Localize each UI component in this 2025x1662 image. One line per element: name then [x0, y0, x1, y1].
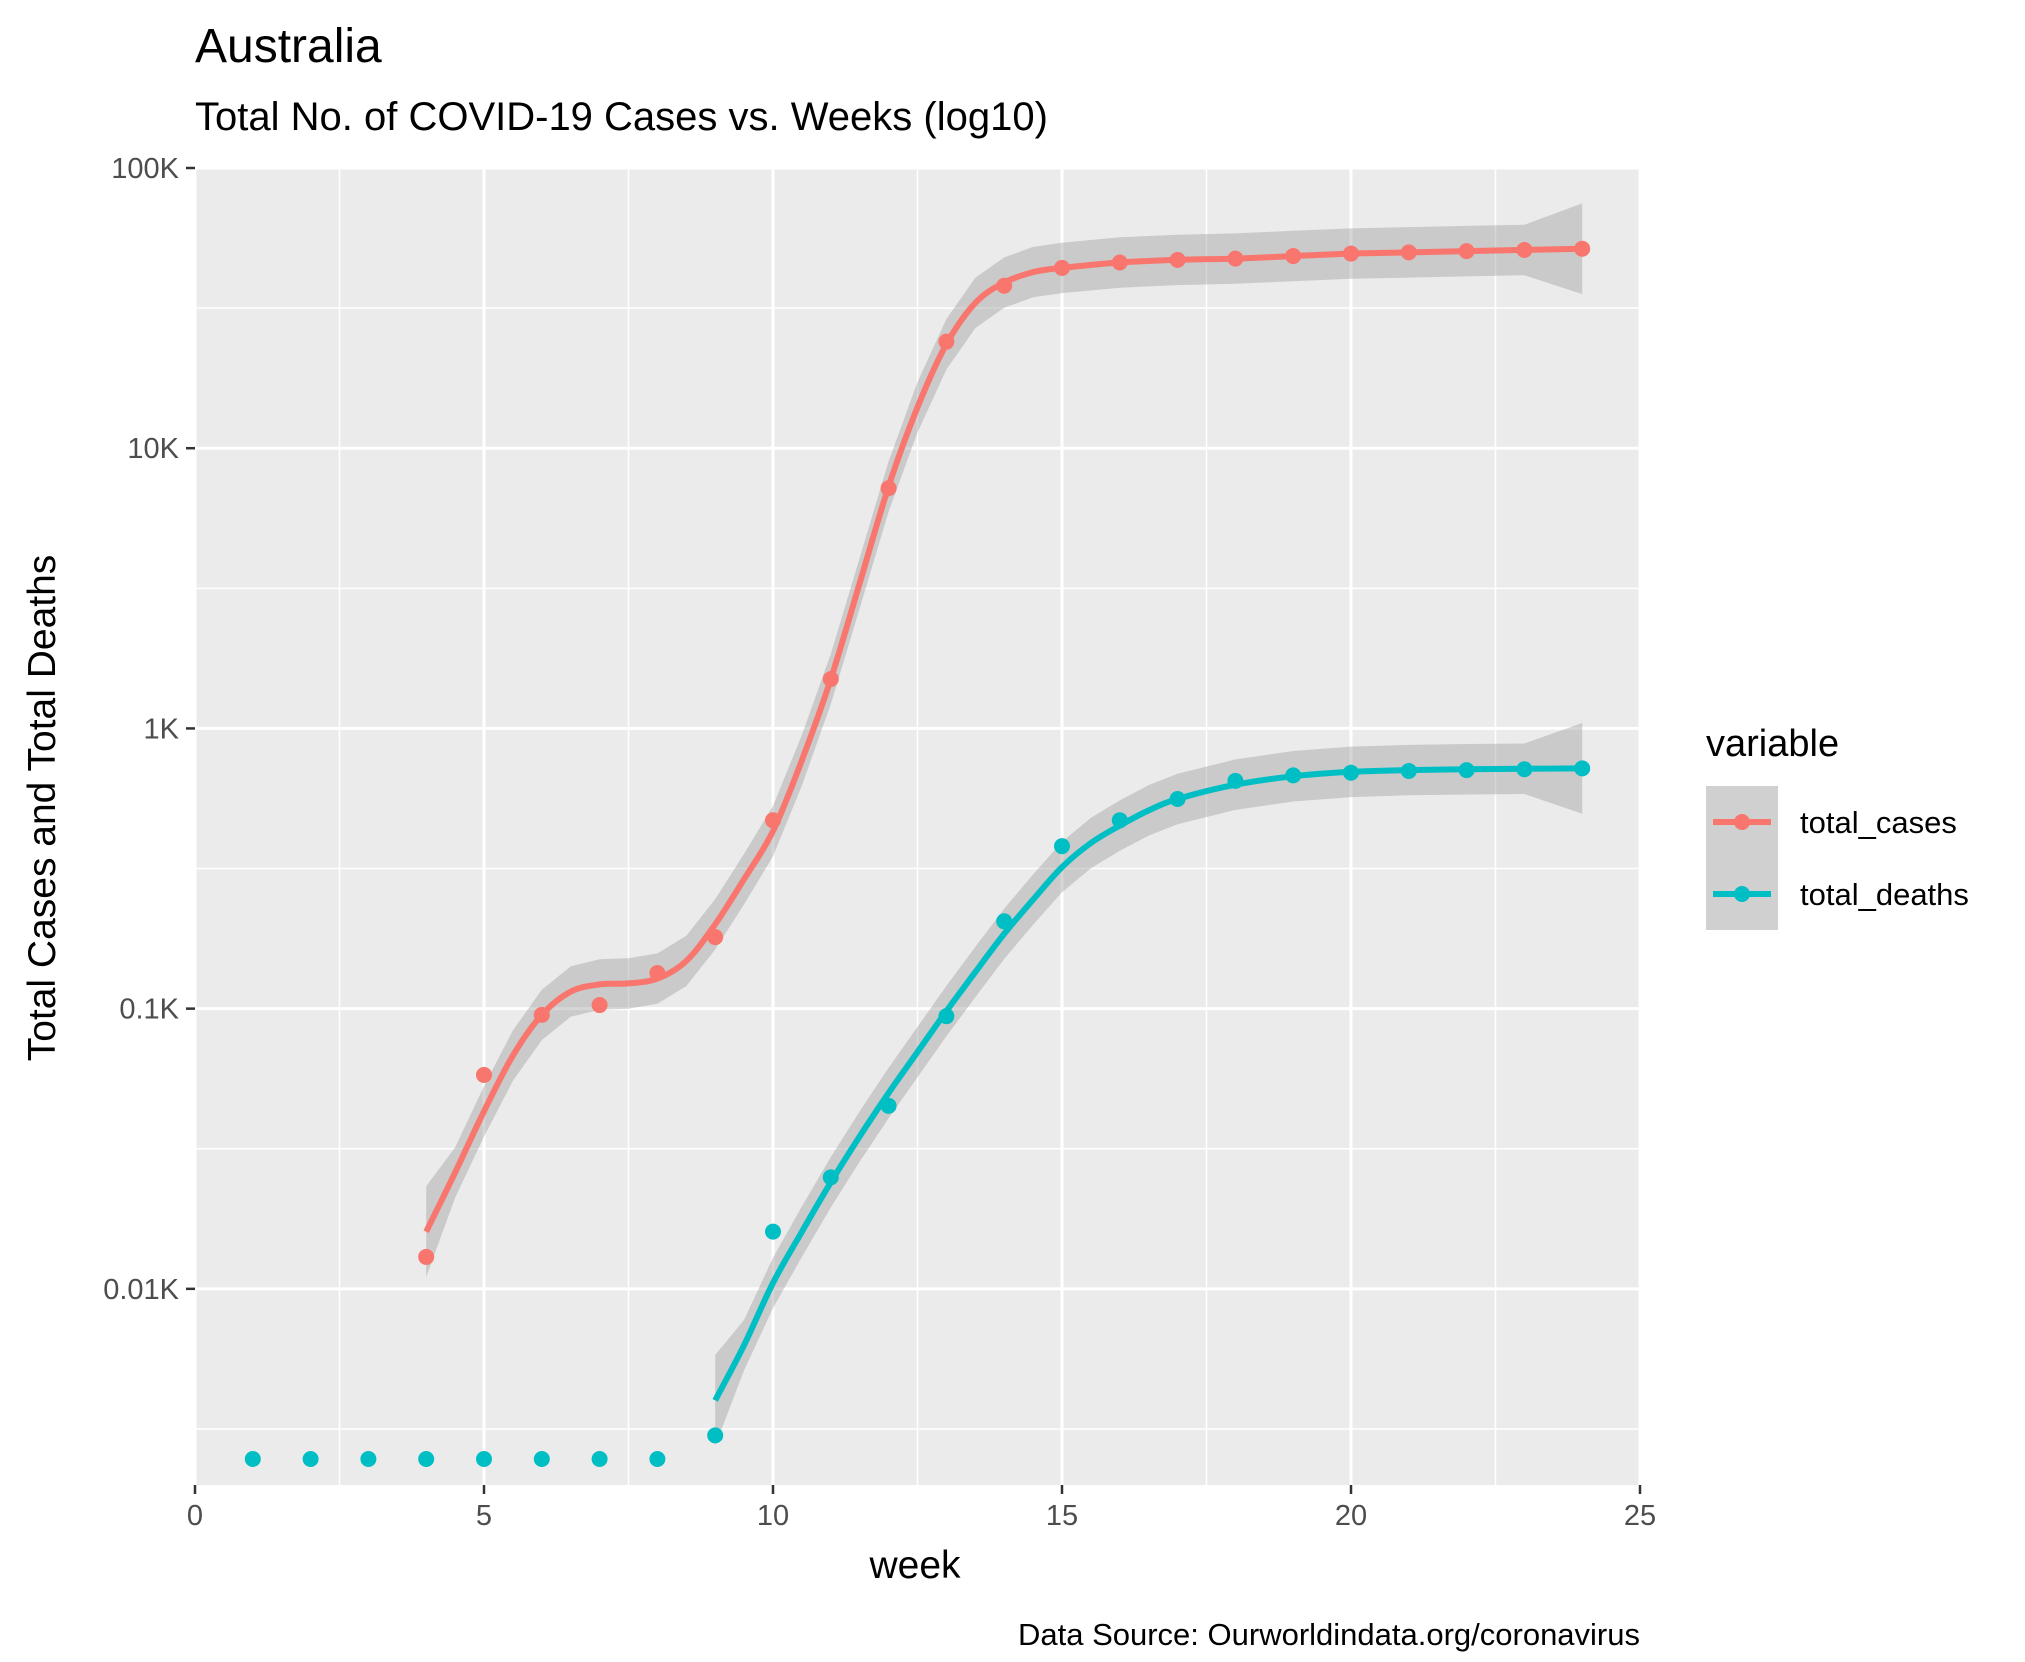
confidence-band-total_deaths	[715, 723, 1583, 1446]
data-point-total_deaths	[476, 1451, 492, 1467]
data-point-total_deaths	[418, 1451, 435, 1467]
data-point-total_deaths	[649, 1451, 666, 1467]
data-point-total_deaths	[533, 1451, 550, 1467]
y-tick-label: 100K	[111, 153, 179, 185]
data-point-total_cases	[591, 997, 608, 1014]
caption: Data Source: Ourworldindata.org/coronavi…	[1018, 1617, 1640, 1652]
series-line-total_deaths	[712, 765, 1583, 1402]
series-line-total_cases	[423, 245, 1583, 1234]
chart-title: Australia	[195, 20, 382, 73]
data-point-total_deaths	[1054, 838, 1070, 855]
data-point-total_deaths	[707, 1427, 724, 1444]
x-tick-label: 25	[1624, 1500, 1656, 1532]
y-tick-label: 0.01K	[103, 1274, 179, 1306]
legend-key-point	[1734, 886, 1750, 902]
x-axis-title: week	[868, 1544, 961, 1587]
data-point-total_deaths	[360, 1451, 377, 1467]
data-point-total_cases	[1574, 240, 1591, 257]
legend: variable total_cases total_deaths	[1706, 723, 1969, 930]
data-point-total_deaths	[591, 1451, 608, 1467]
chart-subtitle: Total No. of COVID-19 Cases vs. Weeks (l…	[195, 95, 1048, 139]
x-tick-label: 10	[757, 1500, 789, 1532]
x-tick-label: 5	[476, 1500, 492, 1532]
x-tick-label: 20	[1335, 1500, 1367, 1532]
data-point-total_deaths	[244, 1451, 261, 1467]
x-tick-label: 15	[1046, 1500, 1078, 1532]
data-point-total_deaths	[765, 1223, 781, 1240]
y-axis-title: Total Cases and Total Deaths	[21, 555, 64, 1062]
y-tick-label: 1K	[144, 713, 180, 745]
y-tick-label: 0.1K	[119, 994, 179, 1026]
data-point-total_cases	[418, 1248, 435, 1265]
data-point-total_deaths	[302, 1451, 319, 1467]
x-tick-label: 0	[187, 1500, 203, 1532]
legend-title: variable	[1706, 723, 1839, 765]
plot-area: 0 5 10 15 20 25 0.01K 0.1K 1K 10K 100K	[103, 153, 1656, 1532]
legend-key-point	[1734, 814, 1750, 830]
data-point-total_cases	[476, 1066, 492, 1083]
y-tick-label: 10K	[127, 433, 179, 465]
legend-label-total_deaths: total_deaths	[1800, 877, 1969, 912]
legend-label-total_cases: total_cases	[1800, 805, 1957, 840]
